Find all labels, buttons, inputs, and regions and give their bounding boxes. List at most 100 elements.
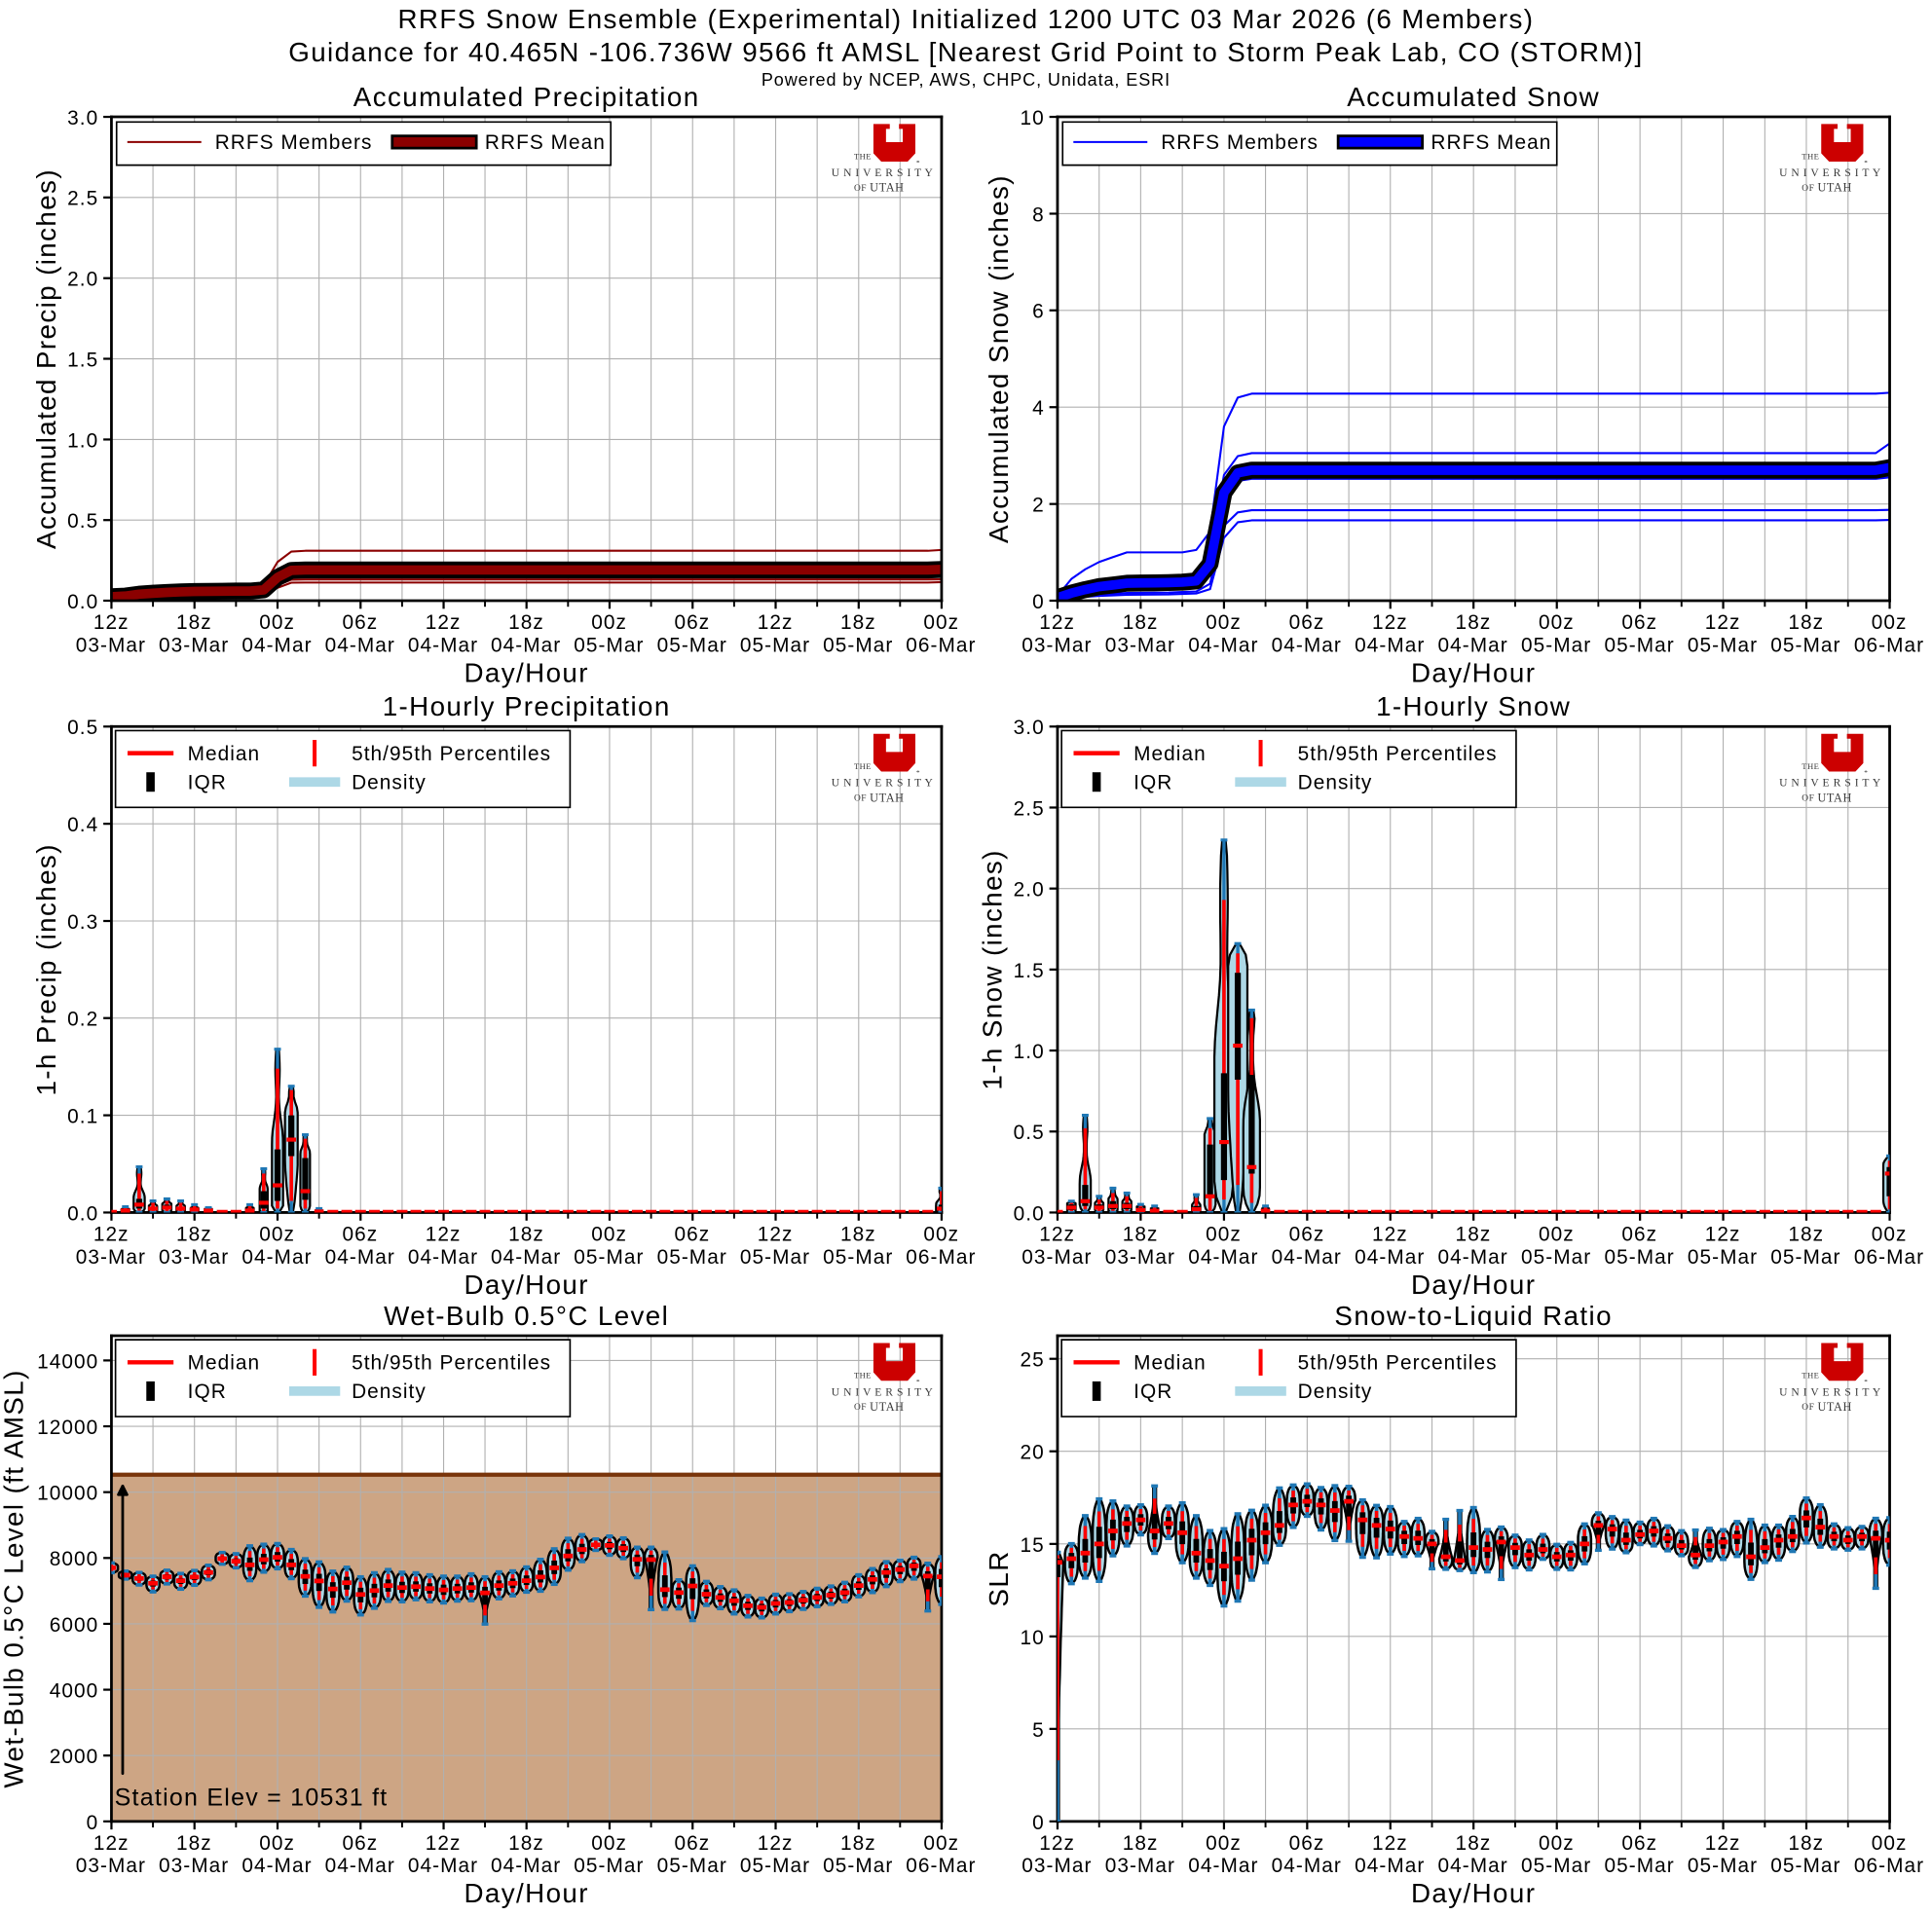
svg-text:18z: 18z [840,611,876,634]
svg-text:04-Mar: 04-Mar [408,1246,478,1269]
svg-text:1.5: 1.5 [1014,960,1045,982]
svg-text:0.1: 0.1 [67,1105,98,1127]
svg-text:06-Mar: 06-Mar [1854,1855,1924,1877]
svg-text:18z: 18z [1456,611,1492,634]
svg-text:0.5: 0.5 [67,717,98,739]
svg-text:06z: 06z [674,1223,710,1245]
svg-text:00z: 00z [591,1223,627,1245]
svg-text:5th/95th Percentiles: 5th/95th Percentiles [352,743,551,765]
svg-text:12z: 12z [1705,1223,1741,1245]
svg-text:SLR: SLR [984,1550,1014,1606]
svg-text:OF: OF [854,1403,867,1413]
svg-text:10: 10 [1020,1627,1044,1649]
svg-text:00z: 00z [923,1832,959,1855]
svg-text:IQR: IQR [188,771,227,793]
svg-text:Wet-Bulb 0.5°C Level: Wet-Bulb 0.5°C Level [384,1301,669,1331]
svg-text:0.5: 0.5 [67,510,98,533]
svg-text:18z: 18z [1123,611,1159,634]
svg-text:03-Mar: 03-Mar [159,1246,229,1269]
svg-text:0: 0 [1032,591,1045,613]
svg-text:00z: 00z [1206,1223,1242,1245]
svg-text:18z: 18z [840,1832,876,1855]
svg-text:05-Mar: 05-Mar [1604,634,1674,656]
svg-text:04-Mar: 04-Mar [491,1246,561,1269]
svg-text:12z: 12z [1039,611,1075,634]
svg-text:Accumulated Snow: Accumulated Snow [1347,82,1600,112]
svg-text:12000: 12000 [37,1417,98,1439]
svg-text:Day/Hour: Day/Hour [1411,1270,1536,1300]
svg-text:6000: 6000 [50,1614,99,1637]
svg-text:18z: 18z [508,611,544,634]
svg-text:RRFS Mean: RRFS Mean [1430,131,1551,154]
svg-text:8: 8 [1032,203,1045,226]
svg-text:05-Mar: 05-Mar [657,634,727,656]
svg-text:03-Mar: 03-Mar [76,634,146,656]
svg-text:1.5: 1.5 [67,349,98,371]
svg-text:18z: 18z [840,1223,876,1245]
svg-text:OF: OF [1802,184,1814,194]
svg-text:THE: THE [1802,151,1819,161]
svg-text:04-Mar: 04-Mar [242,634,312,656]
svg-text:Day/Hour: Day/Hour [464,1878,588,1908]
svg-text:Powered by NCEP, AWS, CHPC, Un: Powered by NCEP, AWS, CHPC, Unidata, ESR… [762,70,1170,90]
svg-text:Density: Density [1298,771,1373,793]
svg-text:2.5: 2.5 [67,188,98,210]
svg-text:05-Mar: 05-Mar [1770,1855,1840,1877]
svg-text:RRFS Members: RRFS Members [1161,131,1319,154]
svg-text:06z: 06z [1621,1832,1657,1855]
svg-text:1.0: 1.0 [67,429,98,452]
svg-text:03-Mar: 03-Mar [1105,1855,1175,1877]
svg-text:12z: 12z [1372,1832,1408,1855]
svg-text:THE: THE [854,761,872,771]
svg-text:05-Mar: 05-Mar [1688,634,1758,656]
svg-text:0.5: 0.5 [1014,1122,1045,1144]
svg-text:04-Mar: 04-Mar [1355,1246,1425,1269]
svg-text:06-Mar: 06-Mar [906,1246,976,1269]
svg-text:06-Mar: 06-Mar [1854,1246,1924,1269]
svg-text:05-Mar: 05-Mar [1688,1246,1758,1269]
svg-text:1-h Precip (inches): 1-h Precip (inches) [31,843,61,1095]
svg-text:12z: 12z [426,1223,462,1245]
svg-text:0.2: 0.2 [67,1009,98,1031]
svg-text:18z: 18z [508,1223,544,1245]
svg-text:05-Mar: 05-Mar [1521,1855,1591,1877]
svg-text:0.4: 0.4 [67,814,98,836]
svg-text:03-Mar: 03-Mar [1105,1246,1175,1269]
svg-text:04-Mar: 04-Mar [1272,1246,1342,1269]
svg-text:00z: 00z [923,611,959,634]
svg-text:Day/Hour: Day/Hour [464,657,588,687]
svg-text:UTAH: UTAH [870,181,904,195]
svg-text:18z: 18z [1788,611,1824,634]
svg-text:Density: Density [352,771,427,793]
svg-text:04-Mar: 04-Mar [325,634,395,656]
svg-text:Density: Density [352,1381,427,1403]
svg-text:00z: 00z [1206,1832,1242,1855]
svg-text:0: 0 [1032,1812,1045,1834]
svg-text:12z: 12z [93,1832,130,1855]
svg-text:05-Mar: 05-Mar [823,634,893,656]
svg-text:18z: 18z [508,1832,544,1855]
svg-text:05-Mar: 05-Mar [823,1855,893,1877]
svg-text:0.0: 0.0 [67,591,98,613]
svg-text:06z: 06z [1289,1832,1325,1855]
svg-text:18z: 18z [1456,1223,1492,1245]
svg-text:10000: 10000 [37,1483,98,1505]
svg-text:06z: 06z [1621,1223,1657,1245]
svg-text:04-Mar: 04-Mar [1188,1855,1258,1877]
svg-text:03-Mar: 03-Mar [159,634,229,656]
svg-text:05-Mar: 05-Mar [1770,634,1840,656]
svg-text:04-Mar: 04-Mar [1438,1855,1508,1877]
svg-text:UTAH: UTAH [1818,791,1852,804]
svg-text:06z: 06z [674,611,710,634]
svg-text:IQR: IQR [1133,771,1172,793]
svg-text:05-Mar: 05-Mar [1521,634,1591,656]
svg-text:00z: 00z [259,1832,295,1855]
svg-text:05-Mar: 05-Mar [574,1855,644,1877]
svg-text:03-Mar: 03-Mar [1022,634,1092,656]
svg-text:04-Mar: 04-Mar [1272,1855,1342,1877]
svg-text:04-Mar: 04-Mar [1355,1855,1425,1877]
svg-text:06-Mar: 06-Mar [906,1855,976,1877]
svg-text:03-Mar: 03-Mar [76,1246,146,1269]
svg-text:UTAH: UTAH [1818,181,1852,195]
svg-text:5th/95th Percentiles: 5th/95th Percentiles [1298,1352,1498,1375]
